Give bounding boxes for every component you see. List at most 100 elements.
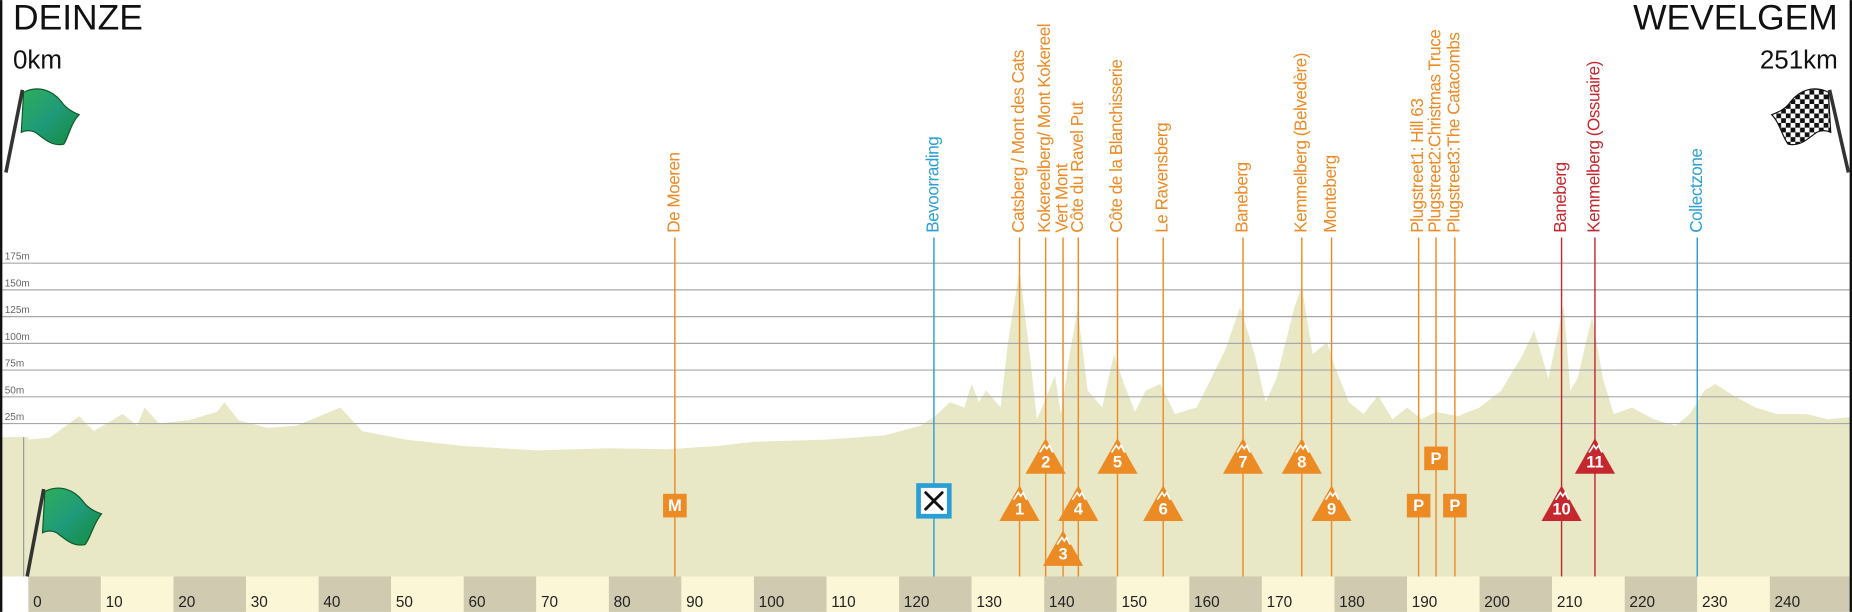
distance-band	[1552, 576, 1625, 612]
distance-band	[1261, 576, 1335, 612]
climb-peak-icon	[1588, 443, 1603, 453]
point-marker	[1443, 493, 1467, 518]
annotation-label: Plugstreet1: Hill 63	[1408, 99, 1427, 233]
distance-band	[173, 576, 247, 612]
x-tick-label: 190	[1412, 594, 1438, 611]
climb-peak-icon	[1012, 490, 1028, 501]
x-tick-label: 230	[1702, 594, 1728, 611]
x-tick-label: 220	[1629, 594, 1655, 611]
x-tick-label: 210	[1557, 594, 1583, 611]
x-tick-label: 240	[1775, 594, 1801, 611]
feed-icon-cutlery	[924, 491, 944, 511]
climb-marker	[1311, 485, 1352, 521]
x-tick-label: 110	[831, 594, 855, 611]
x-tick-label: 140	[1049, 594, 1075, 611]
distance-band	[1479, 576, 1553, 612]
distance-band	[318, 576, 392, 612]
annotation-label: Kokereelberg/ Mont Kokereel	[1035, 24, 1054, 233]
climb-peak-icon	[1156, 490, 1172, 501]
point-marker	[1424, 446, 1448, 471]
distance-band	[246, 576, 319, 612]
left-border	[0, 0, 3, 612]
point-letter: M	[668, 496, 682, 515]
x-tick-label: 150	[1121, 594, 1147, 611]
point-marker	[663, 493, 687, 518]
annotation-label: Catsberg / Mont des Cats	[1009, 50, 1028, 233]
annotation-label: Kemmelberg (Ossuaire)	[1584, 61, 1603, 233]
x-tick-label: 160	[1194, 594, 1220, 611]
climb-peak-icon	[1039, 443, 1054, 453]
x-tick-label: 170	[1267, 594, 1293, 611]
x-tick-label: 70	[541, 594, 558, 611]
climb-number: 10	[1552, 500, 1570, 519]
annotation-label: Vert Mont	[1053, 163, 1072, 233]
distance-band	[753, 576, 827, 612]
climb-marker	[1281, 438, 1322, 474]
distance-band	[1334, 576, 1408, 612]
distance-band	[463, 576, 537, 612]
annotation-label: De Moeren	[664, 152, 683, 232]
start-distance: 0km	[13, 45, 62, 75]
y-tick-label: 150m	[5, 278, 30, 289]
distance-band	[1769, 576, 1850, 612]
distance-band	[100, 576, 174, 612]
start-name: DEINZE	[13, 0, 143, 38]
climb-number: 8	[1297, 452, 1306, 471]
climb-peak-icon	[1071, 490, 1087, 501]
x-tick-label: 90	[686, 594, 703, 611]
climb-marker	[1058, 485, 1099, 521]
right-border	[1849, 0, 1852, 612]
annotation-label: Baneberg	[1551, 162, 1570, 232]
climb-peak-icon	[1236, 443, 1251, 453]
distance-band	[1116, 576, 1190, 612]
annotation-label: Collectzone	[1687, 149, 1706, 233]
y-tick-label: 50m	[5, 385, 24, 396]
climb-marker	[999, 485, 1040, 521]
distance-band	[391, 576, 464, 612]
x-tick-label: 80	[614, 594, 631, 611]
distance-band	[1697, 576, 1770, 612]
background-layer: 25m 50m 75m 100m 125m 150m 175m 0 10 20 30 40 50 60 70…	[2, 252, 1850, 612]
distance-band	[608, 576, 682, 612]
point-marker	[1406, 493, 1431, 518]
climb-number: 4	[1074, 500, 1084, 519]
x-tick-label: 180	[1339, 594, 1365, 611]
climb-marker	[1574, 438, 1616, 474]
distance-band	[1407, 576, 1480, 612]
annotation-label: Kemmelberg (Belvedère)	[1291, 53, 1310, 233]
climb-peak-icon	[1295, 443, 1310, 453]
y-tick-label: 100m	[5, 332, 30, 343]
climb-peak-icon	[1324, 490, 1340, 501]
climb-number: 9	[1327, 500, 1336, 519]
y-tick-label: 175m	[5, 252, 30, 263]
annotation-label: Monteberg	[1321, 155, 1340, 233]
point-letter: P	[1449, 496, 1460, 515]
x-tick-label: 0	[33, 594, 42, 611]
x-tick-label: 130	[976, 594, 1002, 611]
point-letter: P	[1413, 496, 1424, 515]
x-tick-label: 100	[759, 594, 785, 611]
climb-number: 1	[1015, 500, 1024, 519]
distance-band	[826, 576, 900, 612]
annotation-label: Côte de la Blanchisserie	[1107, 60, 1126, 233]
distance-band	[1044, 576, 1117, 612]
x-tick-label: 40	[323, 594, 340, 611]
distance-band	[1624, 576, 1698, 612]
start-flag-lower	[25, 487, 103, 577]
x-tick-label: 120	[904, 594, 930, 611]
climb-number: 2	[1041, 452, 1050, 471]
climb-peak-icon	[1554, 490, 1570, 501]
annotation-label: Baneberg	[1233, 162, 1252, 232]
y-tick-label: 75m	[5, 359, 24, 370]
plot-background	[2, 437, 29, 577]
y-tick-label: 125m	[5, 305, 30, 316]
climb-number: 6	[1159, 500, 1168, 519]
x-tick-label: 20	[178, 594, 195, 611]
finish-flag	[1770, 88, 1851, 173]
distance-band	[1189, 576, 1262, 612]
x-tick-label: 10	[106, 594, 123, 611]
annotation-label: Plugstreet3:The Catacombs	[1444, 33, 1463, 233]
distance-band	[899, 576, 972, 612]
